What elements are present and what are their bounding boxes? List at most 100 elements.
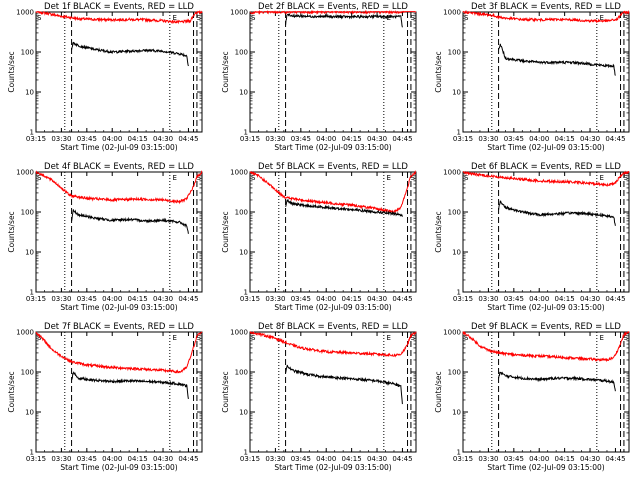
x-tick-label: 04:30 xyxy=(580,135,600,143)
y-tick-label: 10 xyxy=(239,249,248,257)
plot-frame xyxy=(249,171,417,293)
chart-panel-9: Det 9f BLACK = Events, RED = LLD 1 10 100 10… xyxy=(434,322,630,472)
x-tick-label: 03:45 xyxy=(291,295,311,303)
x-tick-label: 04:30 xyxy=(580,455,600,463)
x-axis-label: Start Time (02-Jul-09 03:15:00) xyxy=(274,303,391,312)
chart-panel-5: Det 5f BLACK = Events, RED = LLD 1 10 100 10… xyxy=(221,162,417,312)
y-tick-label: 100 xyxy=(235,49,248,57)
x-tick-label: 03:45 xyxy=(504,455,524,463)
y-axis-label: Counts/sec xyxy=(221,371,230,412)
chart-panel-6: Det 6f BLACK = Events, RED = LLD 1 10 100 10… xyxy=(434,162,630,312)
chart-title: Det 3f BLACK = Events, RED = LLD xyxy=(471,2,621,12)
marker-S: S xyxy=(464,14,469,22)
x-tick-label: 04:00 xyxy=(316,135,336,143)
x-tick-label: 03:45 xyxy=(291,455,311,463)
x-tick-label: 03:15 xyxy=(240,455,260,463)
y-tick-label: 100 xyxy=(21,209,34,217)
marker-S: S xyxy=(624,14,629,22)
x-tick-label: 04:45 xyxy=(178,455,198,463)
x-tick-label: 03:45 xyxy=(77,455,97,463)
events-series-line xyxy=(498,200,616,226)
plot-frame xyxy=(35,11,203,133)
lld-series-line xyxy=(249,170,417,214)
x-tick-label: 03:45 xyxy=(77,135,97,143)
plot-frame xyxy=(249,11,417,133)
x-axis-label: Start Time (02-Jul-09 03:15:00) xyxy=(60,463,177,472)
marker-E: E xyxy=(173,14,177,22)
plot-frame xyxy=(35,331,203,453)
x-tick-label: 03:15 xyxy=(26,135,46,143)
y-axis-label: Counts/sec xyxy=(434,371,443,412)
y-tick-label: 10 xyxy=(452,89,461,97)
y-tick-label: 1 xyxy=(244,449,248,457)
marker-E: E xyxy=(387,174,391,182)
chart-title: Det 5f BLACK = Events, RED = LLD xyxy=(258,162,408,172)
chart-title: Det 7f BLACK = Events, RED = LLD xyxy=(44,322,194,332)
x-tick-label: 04:45 xyxy=(178,135,198,143)
x-axis-label: Start Time (02-Jul-09 03:15:00) xyxy=(60,143,177,152)
marker-S: S xyxy=(251,334,256,342)
y-axis-label: Counts/sec xyxy=(434,51,443,92)
x-axis-label: Start Time (02-Jul-09 03:15:00) xyxy=(487,143,604,152)
x-tick-label: 03:45 xyxy=(291,135,311,143)
x-tick-label: 04:00 xyxy=(102,455,122,463)
marker-E: E xyxy=(173,334,177,342)
y-tick-label: 1000 xyxy=(443,329,461,337)
x-tick-label: 03:30 xyxy=(265,455,285,463)
events-series-line xyxy=(285,198,403,217)
x-tick-label: 03:45 xyxy=(504,295,524,303)
chart-title: Det 1f BLACK = Events, RED = LLD xyxy=(44,2,194,12)
y-tick-label: 1000 xyxy=(443,169,461,177)
events-series-line xyxy=(71,371,189,399)
marker-S: S xyxy=(464,174,469,182)
y-tick-label: 10 xyxy=(25,249,34,257)
chart-panel-4: Det 4f BLACK = Events, RED = LLD 1 10 100 10… xyxy=(7,162,203,312)
events-series-line xyxy=(498,43,616,76)
x-tick-label: 03:30 xyxy=(265,135,285,143)
x-tick-label: 03:30 xyxy=(478,295,498,303)
x-tick-label: 03:15 xyxy=(26,295,46,303)
x-tick-label: 04:30 xyxy=(580,295,600,303)
y-tick-label: 1 xyxy=(244,129,248,137)
x-tick-label: 04:45 xyxy=(178,295,198,303)
x-tick-label: 04:15 xyxy=(128,135,148,143)
y-tick-label: 10 xyxy=(239,89,248,97)
y-axis-label: Counts/sec xyxy=(221,51,230,92)
marker-E: E xyxy=(600,334,604,342)
plot-frame xyxy=(249,331,417,453)
marker-S: S xyxy=(411,174,416,182)
x-tick-label: 03:30 xyxy=(51,455,71,463)
lld-series-line xyxy=(35,331,203,375)
y-tick-label: 1 xyxy=(457,289,461,297)
marker-S: S xyxy=(624,174,629,182)
y-tick-label: 1000 xyxy=(16,329,34,337)
x-tick-label: 04:45 xyxy=(605,295,625,303)
y-tick-label: 100 xyxy=(448,369,461,377)
chart-panel-1: Det 1f BLACK = Events, RED = LLD 1 10 100 10… xyxy=(7,2,203,152)
lld-series-line xyxy=(249,9,417,15)
y-axis-label: Counts/sec xyxy=(434,211,443,252)
marker-S: S xyxy=(624,334,629,342)
x-tick-label: 03:30 xyxy=(478,135,498,143)
y-tick-label: 100 xyxy=(448,49,461,57)
y-tick-label: 100 xyxy=(21,49,34,57)
chart-title: Det 6f BLACK = Events, RED = LLD xyxy=(471,162,621,172)
x-tick-label: 04:15 xyxy=(555,135,575,143)
marker-S: S xyxy=(411,14,416,22)
x-tick-label: 03:30 xyxy=(51,295,71,303)
y-tick-label: 1 xyxy=(30,129,34,137)
chart-panel-8: Det 8f BLACK = Events, RED = LLD 1 10 100 10… xyxy=(221,322,417,472)
x-tick-label: 04:45 xyxy=(605,455,625,463)
lld-series-line xyxy=(249,331,417,358)
y-tick-label: 1 xyxy=(457,129,461,137)
y-tick-label: 1 xyxy=(30,449,34,457)
marker-E: E xyxy=(173,174,177,182)
chart-title: Det 8f BLACK = Events, RED = LLD xyxy=(258,322,408,332)
x-tick-label: 04:15 xyxy=(128,295,148,303)
marker-E: E xyxy=(387,334,391,342)
y-tick-label: 1 xyxy=(244,289,248,297)
y-tick-label: 10 xyxy=(25,89,34,97)
y-tick-label: 100 xyxy=(235,369,248,377)
lld-series-line xyxy=(462,170,630,188)
events-series-line xyxy=(71,209,189,234)
